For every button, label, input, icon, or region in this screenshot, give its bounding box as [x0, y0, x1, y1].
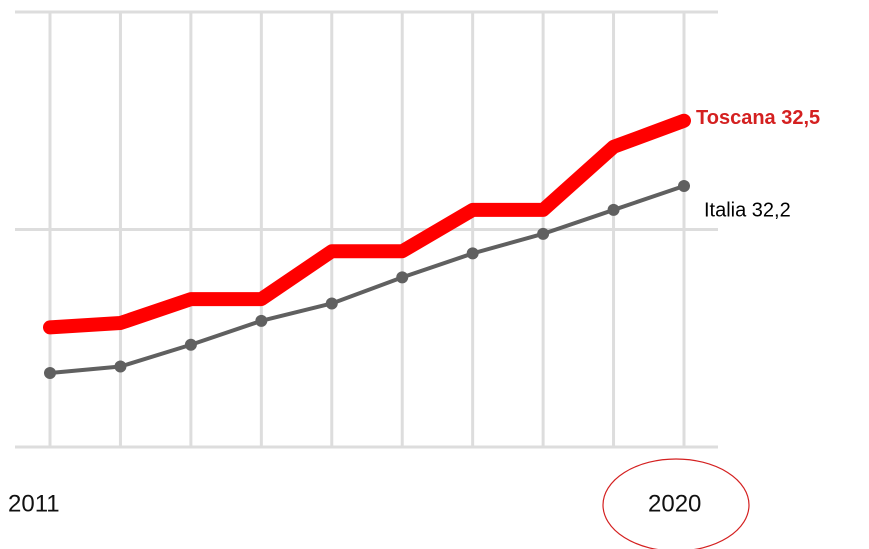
point [184, 338, 197, 351]
series-line [43, 113, 691, 335]
series-line [48, 184, 686, 376]
point [114, 360, 127, 373]
point [466, 247, 479, 260]
point [44, 367, 56, 380]
point [396, 271, 409, 284]
point [678, 180, 690, 192]
end-label: Toscana 32,5 [696, 107, 820, 129]
point [325, 297, 338, 310]
end-label: Italia 32,2 [704, 199, 791, 221]
point [537, 227, 550, 240]
point [255, 314, 268, 327]
point [607, 203, 620, 216]
x-tick-label: 2011 [8, 490, 60, 517]
highlight-circle [602, 458, 750, 549]
x-tick-label: 2020 [648, 490, 701, 517]
